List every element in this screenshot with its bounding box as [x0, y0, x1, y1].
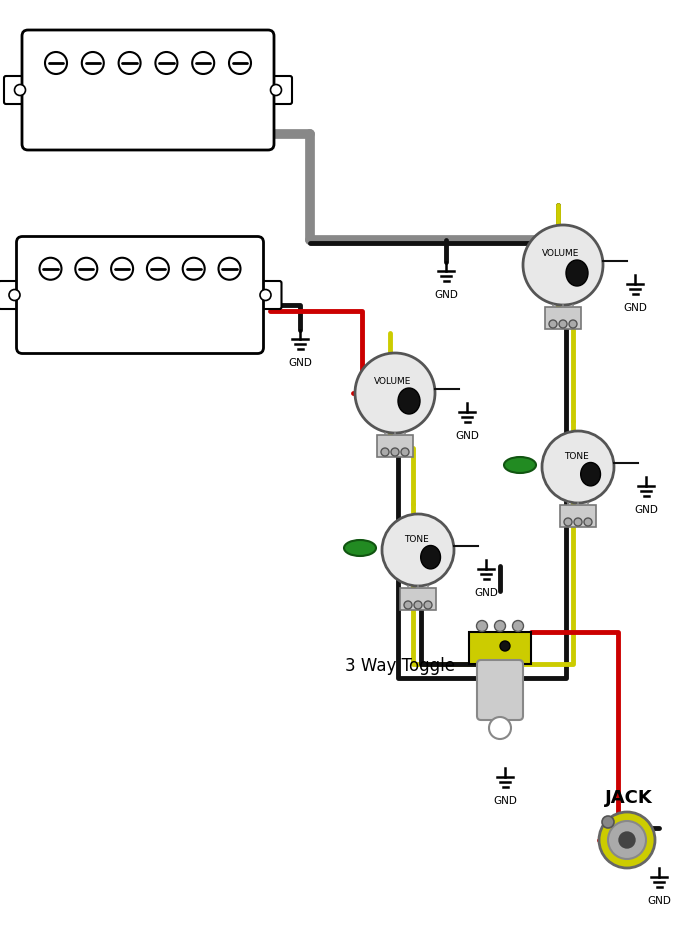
Text: GND: GND — [455, 431, 479, 441]
Ellipse shape — [504, 457, 536, 473]
Circle shape — [500, 641, 510, 651]
Text: VOLUME: VOLUME — [374, 377, 412, 385]
Circle shape — [584, 518, 592, 526]
Circle shape — [260, 290, 271, 301]
Circle shape — [602, 816, 614, 828]
Circle shape — [542, 431, 614, 503]
Ellipse shape — [421, 545, 440, 569]
Circle shape — [76, 257, 97, 280]
Circle shape — [15, 84, 25, 95]
Bar — [469, 632, 531, 664]
Ellipse shape — [398, 388, 420, 414]
Text: 3 Way Toggle: 3 Way Toggle — [345, 657, 455, 675]
Text: JACK: JACK — [605, 789, 653, 807]
Circle shape — [477, 620, 487, 632]
Bar — [545, 307, 581, 329]
Text: GND: GND — [623, 303, 647, 313]
FancyBboxPatch shape — [260, 76, 292, 104]
Text: GND: GND — [493, 796, 517, 806]
Circle shape — [381, 448, 389, 456]
Circle shape — [9, 290, 20, 301]
Ellipse shape — [344, 540, 376, 556]
Bar — [377, 435, 413, 457]
Circle shape — [218, 257, 241, 280]
Circle shape — [489, 717, 511, 739]
Circle shape — [118, 52, 141, 74]
Circle shape — [619, 832, 635, 848]
Text: GND: GND — [474, 588, 498, 598]
Circle shape — [111, 257, 133, 280]
Ellipse shape — [566, 260, 588, 286]
Circle shape — [404, 601, 412, 609]
Circle shape — [401, 448, 409, 456]
Ellipse shape — [581, 462, 601, 486]
Circle shape — [424, 601, 432, 609]
Circle shape — [608, 821, 646, 859]
Circle shape — [45, 52, 67, 74]
Text: GND: GND — [647, 896, 671, 906]
Text: TONE: TONE — [404, 534, 428, 544]
FancyBboxPatch shape — [249, 281, 281, 309]
Circle shape — [494, 620, 505, 632]
Circle shape — [229, 52, 251, 74]
Text: VOLUME: VOLUME — [542, 248, 580, 257]
Circle shape — [549, 320, 557, 328]
Bar — [400, 588, 436, 610]
Circle shape — [512, 620, 524, 632]
Circle shape — [147, 257, 169, 280]
Text: TONE: TONE — [564, 452, 589, 461]
Bar — [560, 505, 596, 527]
Circle shape — [82, 52, 104, 74]
Circle shape — [155, 52, 177, 74]
Circle shape — [39, 257, 62, 280]
Text: GND: GND — [434, 290, 458, 300]
Circle shape — [382, 514, 454, 586]
FancyBboxPatch shape — [4, 76, 36, 104]
Text: GND: GND — [634, 506, 658, 516]
Circle shape — [391, 448, 399, 456]
Circle shape — [193, 52, 214, 74]
FancyBboxPatch shape — [17, 236, 263, 354]
Circle shape — [599, 812, 655, 868]
Circle shape — [574, 518, 582, 526]
Circle shape — [270, 84, 281, 95]
FancyBboxPatch shape — [477, 660, 523, 720]
Circle shape — [414, 601, 422, 609]
Circle shape — [569, 320, 577, 328]
Circle shape — [183, 257, 204, 280]
Circle shape — [559, 320, 567, 328]
Circle shape — [564, 518, 572, 526]
Circle shape — [355, 353, 435, 433]
FancyBboxPatch shape — [0, 281, 31, 309]
Circle shape — [523, 225, 603, 305]
Text: GND: GND — [288, 358, 312, 368]
FancyBboxPatch shape — [22, 30, 274, 150]
